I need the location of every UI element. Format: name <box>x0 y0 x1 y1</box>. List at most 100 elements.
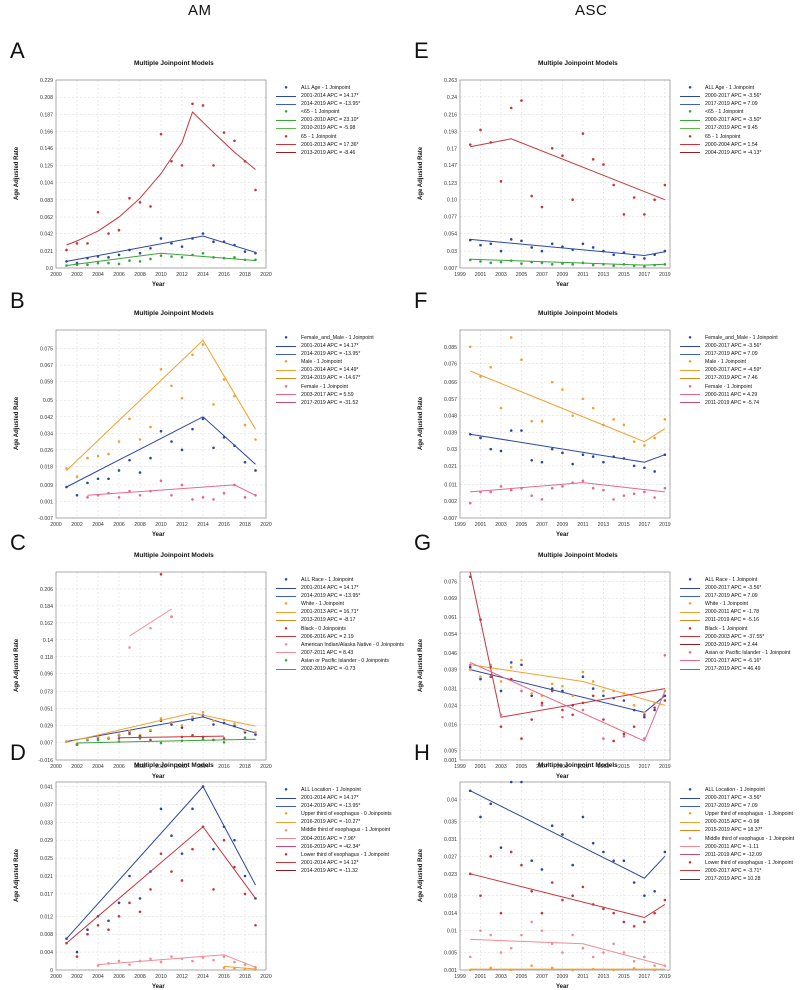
y-tick-label: 0.061 <box>444 615 457 621</box>
data-point-65-1-joinpoint <box>489 141 493 144</box>
legend-item: ● White - 1 Joinpoint <box>680 600 790 608</box>
y-tick-label: 0.05 <box>43 398 53 404</box>
legend-line-icon <box>680 870 700 872</box>
legend-label: Female - 1 Joinpoint <box>705 383 752 390</box>
data-point-all-age-1-joinpoint <box>499 249 503 253</box>
x-tick-label: 2005 <box>516 764 528 770</box>
data-point-65-1-joinpoint <box>75 242 79 245</box>
data-point-65-1-joinpoint <box>530 260 534 264</box>
data-point-black-1-joinpoint <box>520 737 523 740</box>
data-point-all-location-1-joinpoint <box>86 928 89 932</box>
data-point-white-1-joinpoint <box>96 735 100 739</box>
legend-label: 2004-2016 APC = 7.96* <box>301 835 356 842</box>
data-point-all-age-1-joinpoint <box>65 260 68 263</box>
x-tick-label: 2004 <box>92 764 104 770</box>
panel-letter: D <box>10 740 26 765</box>
x-tick-label: 2014 <box>197 272 209 278</box>
legend-item: 2011-2019 APC = -5.74 <box>680 399 778 407</box>
fit-line-all-age-1-joinpoint <box>66 235 256 262</box>
legend-line-icon <box>680 846 700 848</box>
data-point-all-location-1-joinpoint <box>520 780 523 784</box>
y-tick-label: 0.048 <box>444 414 457 420</box>
chart-svg: 2000 2002 2004 2006 2008 2010 2012 2014 2016 2018… <box>40 781 272 980</box>
data-point-female-and-male-1-joinpoint <box>561 451 564 455</box>
data-point-white-1-joinpoint <box>643 711 646 714</box>
fit-line-female-1-joinpoint <box>87 484 256 496</box>
legend-item: 2007-2011 APC = 8.43 <box>276 649 404 657</box>
legend-line-icon <box>276 103 296 105</box>
data-point-all-age-1-joinpoint <box>233 243 236 247</box>
x-tick-label: 2000 <box>50 764 62 770</box>
data-point-all-age-1-joinpoint <box>643 257 646 260</box>
data-point-all-age-1-joinpoint <box>591 246 595 249</box>
legend-label: 2001-2013 APC = 17.36* <box>301 141 359 148</box>
legend-line-icon <box>276 870 296 872</box>
y-tick-label: 0.062 <box>40 215 53 221</box>
data-point-female-and-male-1-joinpoint <box>65 485 68 489</box>
x-tick-label: 2014 <box>197 974 209 980</box>
legend-line-icon <box>276 345 296 347</box>
x-tick-label: 2003 <box>495 974 507 980</box>
x-tick-label: 2002 <box>71 272 83 278</box>
legend-line-icon <box>276 652 296 654</box>
data-point-lower-third-of-esophagus-1-joinpoint <box>468 872 472 876</box>
legend-label: 2001-2014 APC = 14.17* <box>301 343 359 350</box>
legend-label: 2017-2019 APC = 46.49 <box>705 666 761 673</box>
x-tick-label: 2000 <box>50 522 62 528</box>
data-point-black-1-joinpoint <box>581 701 585 705</box>
x-tick-label: 2001 <box>475 272 487 278</box>
legend-item: 2014-2019 APC = -11.32 <box>276 867 392 875</box>
data-point-middle-third-of-esophagus-1-joinpoint <box>643 955 646 959</box>
fit-line-black-0-joinpoints <box>118 735 225 739</box>
y-tick-label: 0.027 <box>444 854 457 860</box>
data-point-65-1-joinpoint <box>571 198 574 202</box>
chart-title: Multiple Joinpoint Models <box>134 762 214 769</box>
legend-item: 2000-2011 APC = -1.78 <box>680 608 790 616</box>
data-point-lower-third-of-esophagus-1-joinpoint <box>107 928 110 932</box>
y-tick-label: 0.066 <box>444 380 457 386</box>
data-point-all-race-1-joinpoint <box>509 661 513 664</box>
data-point-black-1-joinpoint <box>561 708 564 712</box>
data-point-middle-third-of-esophagus-1-joinpoint <box>149 957 152 961</box>
legend-label: 2000-2017 APC = -4.59* <box>705 367 762 374</box>
legend-item: ● 65 - 1 Joinpoint <box>680 133 761 141</box>
data-point-white-1-joinpoint <box>191 715 194 719</box>
legend-dot-icon: ● <box>688 859 692 866</box>
fit-line-all-race-1-joinpoint <box>66 716 256 742</box>
data-point-all-location-1-joinpoint <box>159 807 163 811</box>
legend-label: 65 - 1 Joinpoint <box>301 133 337 140</box>
x-tick-label: 2004 <box>92 974 104 980</box>
data-point-lower-third-of-esophagus-1-joinpoint <box>65 941 68 945</box>
chart-legend: ● ALL Race - 1 Joinpoint 2000-2017 APC = -… <box>680 576 790 673</box>
data-point-middle-third-of-esophagus-1-joinpoint <box>663 964 667 967</box>
data-point-all-location-1-joinpoint <box>243 874 247 878</box>
data-point-middle-third-of-esophagus-1-joinpoint <box>96 964 100 967</box>
data-point-black-0-joinpoints <box>222 737 226 740</box>
y-tick-label: 0.03 <box>447 447 457 453</box>
x-axis-label: Year <box>152 774 165 780</box>
legend-label: 2010-2019 APC = -5.98 <box>301 125 356 132</box>
legend-item: 2017-2019 APC = -31.52 <box>276 399 374 407</box>
data-point-white-1-joinpoint <box>581 670 585 674</box>
legend-line-icon <box>276 369 296 371</box>
chart-svg: 1999 2001 2003 2005 2007 2009 2011 2013 2015 2017… <box>444 571 671 770</box>
legend-item: 2010-2019 APC = -5.98 <box>276 124 360 132</box>
legend-label: Female - 1 Joinpoint <box>301 383 348 390</box>
x-tick-label: 2015 <box>618 272 630 278</box>
x-tick-label: 2013 <box>598 974 610 980</box>
data-point-65-1-joinpoint <box>117 228 121 232</box>
data-point-female-and-male-1-joinpoint <box>96 477 100 481</box>
legend-line-icon <box>276 862 296 864</box>
legend-line-icon <box>680 345 700 347</box>
data-point-65-1-joinpoint <box>138 201 142 204</box>
data-point-lower-third-of-esophagus-1-joinpoint <box>530 890 534 893</box>
data-point-black-1-joinpoint <box>571 713 574 717</box>
legend-line-icon <box>680 353 700 355</box>
data-point-upper-third-of-esophagus-1-joinpoint <box>612 968 615 972</box>
y-tick-label: 0.17 <box>447 146 457 152</box>
data-point-middle-third-of-esophagus-1-joinpoint <box>622 951 626 954</box>
legend-line-icon <box>276 821 296 823</box>
legend-line-icon <box>276 128 296 130</box>
data-point-all-age-1-joinpoint <box>222 240 226 244</box>
y-tick-label: 0.029 <box>40 838 53 844</box>
